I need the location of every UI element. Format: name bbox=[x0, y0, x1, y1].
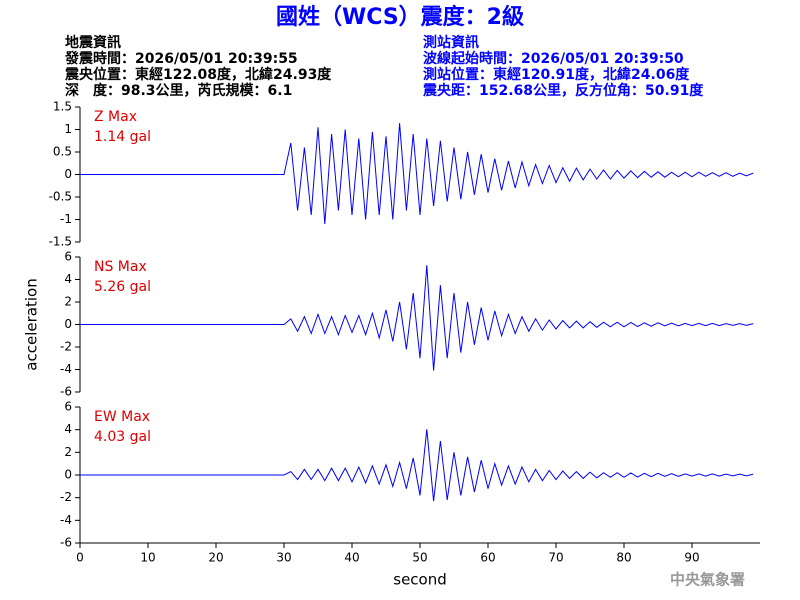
x-tick-label: 90 bbox=[684, 551, 699, 565]
y-tick-label: -6 bbox=[60, 385, 72, 399]
info-line: 測站位置：東經120.91度，北緯24.06度 bbox=[423, 66, 690, 83]
info-line: 測站資訊 bbox=[423, 34, 479, 51]
x-axis-label: second bbox=[393, 571, 447, 589]
footer: 中央氣象署 bbox=[670, 571, 745, 589]
y-tick-label: 4 bbox=[64, 272, 72, 286]
x-tick-label: 60 bbox=[480, 551, 495, 565]
x-tick-label: 30 bbox=[276, 551, 291, 565]
y-tick-label: -2 bbox=[60, 490, 72, 504]
max-annotation: 5.26 gal bbox=[94, 279, 151, 295]
max-annotation: 4.03 gal bbox=[94, 429, 151, 445]
max-annotation: 1.14 gal bbox=[94, 129, 151, 145]
title: 國姓（WCS）震度：2級 bbox=[276, 4, 524, 30]
y-tick-label: -1.5 bbox=[49, 235, 72, 249]
y-tick-label: 6 bbox=[64, 250, 72, 264]
info-line: 震央距：152.68公里，反方位角：50.91度 bbox=[422, 82, 704, 99]
max-annotation: NS Max bbox=[94, 259, 147, 275]
y-tick-label: 1.5 bbox=[53, 100, 72, 114]
waveform bbox=[80, 123, 754, 225]
y-tick-label: 1 bbox=[64, 122, 72, 136]
waveform bbox=[80, 265, 754, 371]
info-line: 波線起始時間：2026/05/01 20:39:50 bbox=[423, 50, 684, 67]
y-tick-label: 6 bbox=[64, 400, 72, 414]
x-tick-label: 50 bbox=[412, 551, 427, 565]
y-tick-label: 4 bbox=[64, 422, 72, 436]
x-tick-label: 20 bbox=[208, 551, 223, 565]
x-tick-label: 70 bbox=[548, 551, 563, 565]
y-axis-label: acceleration bbox=[23, 278, 41, 370]
x-tick-label: 10 bbox=[140, 551, 155, 565]
x-tick-label: 0 bbox=[76, 551, 84, 565]
max-annotation: Z Max bbox=[94, 109, 137, 125]
info-line: 地震資訊 bbox=[65, 34, 121, 51]
y-tick-label: 0 bbox=[64, 468, 72, 482]
y-tick-label: 2 bbox=[64, 295, 72, 309]
info-line: 震央位置：東經122.08度，北緯24.93度 bbox=[64, 66, 332, 83]
x-tick-label: 80 bbox=[616, 551, 631, 565]
y-tick-label: -1 bbox=[60, 212, 72, 226]
y-tick-label: -4 bbox=[60, 513, 72, 527]
y-tick-label: 2 bbox=[64, 445, 72, 459]
max-annotation: EW Max bbox=[94, 409, 150, 425]
y-tick-label: 0 bbox=[64, 317, 72, 331]
y-tick-label: 0.5 bbox=[53, 145, 72, 159]
y-tick-label: -6 bbox=[60, 536, 72, 550]
info-line: 深 度：98.3公里，芮氏規模：6.1 bbox=[65, 82, 292, 99]
y-tick-label: -2 bbox=[60, 340, 72, 354]
info-line: 發震時間：2026/05/01 20:39:55 bbox=[64, 50, 298, 67]
waveform bbox=[80, 429, 754, 502]
x-tick-label: 40 bbox=[344, 551, 359, 565]
y-tick-label: -4 bbox=[60, 362, 72, 376]
y-tick-label: 0 bbox=[64, 167, 72, 181]
y-tick-label: -0.5 bbox=[49, 190, 72, 204]
